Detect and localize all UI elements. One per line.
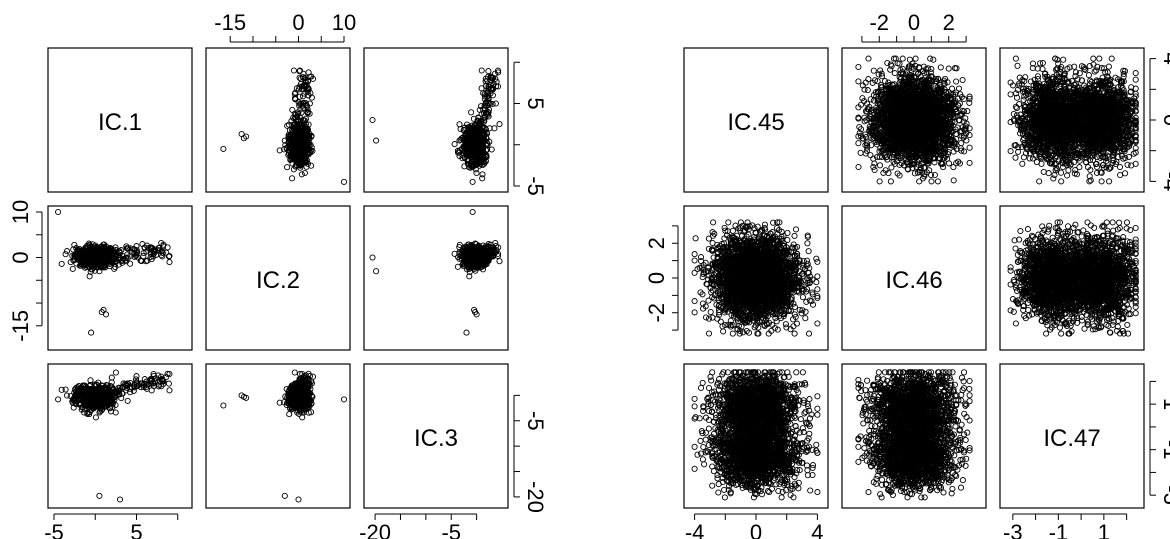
data-point [370,255,375,260]
tick-label: 0 [292,10,304,35]
tick-label: -5 [523,176,548,196]
panel-frame [364,206,508,350]
data-point [370,117,375,122]
panel-frame [206,364,350,508]
data-point [290,176,295,181]
tick-label: 5 [523,97,548,109]
data-point [63,252,68,257]
data-point [134,374,139,379]
data-point [93,415,98,420]
data-point [341,397,346,402]
variable-label: IC.3 [414,425,458,452]
tick-label: -15 [214,10,246,35]
variable-label: IC.45 [727,109,784,136]
panel-IC.45-vs-IC.45: IC.45 [684,48,828,192]
data-point [56,397,61,402]
data-point [292,370,297,375]
data-point [479,68,484,73]
panel-IC.1-vs-IC.2 [206,48,350,192]
data-point [480,172,485,177]
scatter-points [370,68,502,185]
data-point [70,266,75,271]
scatter-points [221,68,347,185]
data-point [125,398,130,403]
data-point [221,403,226,408]
tick-label: -15 [8,310,33,342]
scatter-points [56,209,173,335]
panel-IC.45-vs-IC.46 [842,48,986,192]
data-point [497,122,502,127]
data-point [167,388,172,393]
panel-IC.2-vs-IC.2: IC.2 [206,206,350,350]
tick-label: 10 [332,10,356,35]
tick-label: -5 [44,520,64,539]
data-point [285,123,290,128]
tick-label: 10 [8,200,33,224]
data-point [282,493,287,498]
data-point [113,370,118,375]
data-point [285,165,290,170]
panel-frame [206,48,350,192]
variable-label: IC.2 [256,267,300,294]
data-point [117,497,122,502]
data-point [239,131,244,136]
data-point [464,330,469,335]
data-point [469,110,474,115]
panel-frame [48,206,192,350]
data-point [128,261,133,266]
data-point [374,269,379,274]
data-point [497,259,502,264]
panel-IC.2-vs-IC.3 [364,206,508,350]
scatter-matrix-ic45-ic47: IC.45IC.46IC.47-202-404-3-11-202-404-3-1… [644,10,1170,539]
data-point [452,142,457,147]
panel-IC.3-vs-IC.2 [206,364,350,508]
data-point [97,493,102,498]
tick-label: 5 [130,520,142,539]
data-point [112,266,117,271]
scatter-points [221,370,347,502]
data-point [166,381,171,386]
data-point [290,107,295,112]
data-point [470,209,475,214]
tick-label: -20 [359,520,391,539]
scatter-points [56,370,173,502]
scatter-matrix-ic1-ic3: IC.1 IC.2 IC.3 -15 0 10 -5 5 -20 -5 -15 0 10 -5 5 -20 -5 [8,10,548,539]
data-point [931,57,936,62]
data-point [341,179,346,184]
data-point [299,172,304,177]
data-point [486,69,491,74]
data-point [296,497,301,502]
data-point [302,170,307,175]
data-point [457,122,462,127]
data-point [56,209,61,214]
tick-label: 0 [8,251,33,263]
data-point [113,410,118,415]
variable-label: IC.1 [98,109,142,136]
panel-IC.1-vs-IC.3 [364,48,508,192]
data-point [59,261,64,266]
tick-label: -5 [523,411,548,431]
panel-IC.3-vs-IC.1 [48,364,192,508]
panel-IC.3-vs-IC.3: IC.3 [364,364,508,508]
data-point [291,68,296,73]
data-point [167,260,172,265]
data-point [221,146,226,151]
data-point [89,330,94,335]
tick-label: -5 [441,520,461,539]
data-point [64,249,69,254]
data-point [374,138,379,143]
panel-IC.2-vs-IC.1 [48,206,192,350]
tick-label: -20 [523,481,548,513]
data-point [103,312,108,317]
data-point [470,179,475,184]
data-point [493,101,498,106]
scatter-points [856,56,972,184]
panel-IC.1-vs-IC.1: IC.1 [48,48,192,192]
data-point [63,387,68,392]
scatter-points [370,209,502,335]
